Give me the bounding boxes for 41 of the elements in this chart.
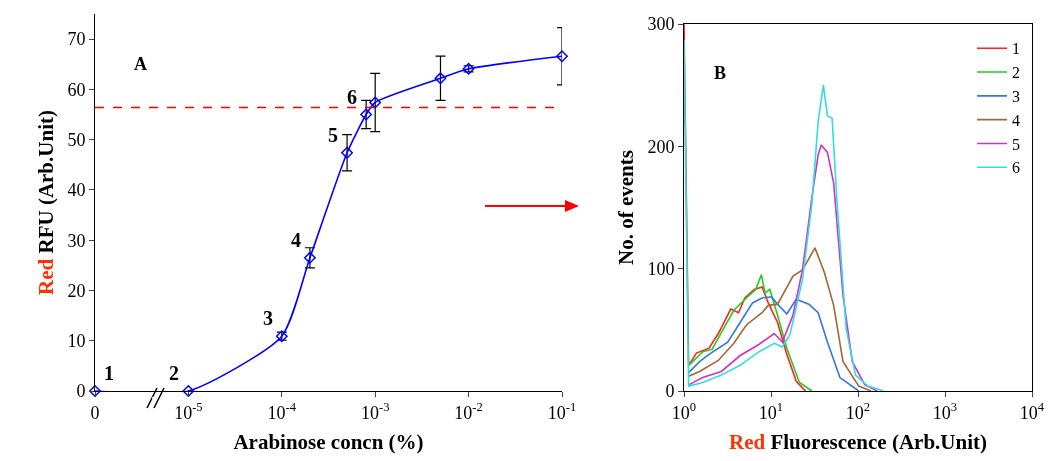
annotation: 2 xyxy=(169,362,179,384)
y-tick-label: 70 xyxy=(67,29,86,50)
legend-label: 3 xyxy=(1012,88,1021,106)
y-tick-label: 60 xyxy=(67,79,86,100)
legend-label: 5 xyxy=(1012,135,1021,153)
x-tick-label: 10$^{-2}$ xyxy=(454,400,483,423)
legend-label: 2 xyxy=(1012,64,1021,82)
x-axis-title: Arabinose concn (%) xyxy=(233,429,424,454)
y-tick-label: 40 xyxy=(67,180,86,201)
y-tick-label: 100 xyxy=(647,258,675,279)
y-tick-label: 0 xyxy=(665,381,675,402)
legend-label: 6 xyxy=(1012,159,1021,177)
annotation: 6 xyxy=(347,86,357,108)
x-tick-label: 10$^{4}$ xyxy=(1019,400,1045,423)
y-tick-label: 0 xyxy=(76,381,86,402)
x-tick-label: 10$^{-5}$ xyxy=(174,400,203,423)
y-tick-label: 200 xyxy=(647,136,675,157)
x-tick-label: 10$^{2}$ xyxy=(845,400,871,423)
x-tick-label: 10$^{-3}$ xyxy=(360,400,390,423)
annotation: 1 xyxy=(104,362,114,384)
x-tick-label: 0 xyxy=(90,402,100,423)
annotation: 4 xyxy=(291,229,301,251)
y-tick-label: 50 xyxy=(67,129,86,150)
y-tick-label: 10 xyxy=(67,331,86,352)
y-tick-label: 30 xyxy=(67,230,86,251)
x-tick-label: 10$^{-4}$ xyxy=(267,400,297,423)
annotation: 5 xyxy=(328,124,338,146)
x-tick-label: 10$^{3}$ xyxy=(932,400,958,423)
annotation: A xyxy=(134,54,147,74)
x-tick-label: 10$^{1}$ xyxy=(758,400,784,423)
x-axis-title: Red Fluorescence (Arb.Unit) xyxy=(729,429,987,454)
y-tick-label: 300 xyxy=(647,14,675,35)
annotation: 3 xyxy=(263,307,273,329)
x-tick-label: 10$^{-1}$ xyxy=(547,400,577,423)
y-axis-title: Red RFU (Arb.Unit) xyxy=(33,110,58,295)
legend-label: 4 xyxy=(1012,111,1021,129)
annotation: B xyxy=(714,63,727,83)
y-tick-label: 20 xyxy=(67,280,86,301)
x-tick-label: 10$^{0}$ xyxy=(671,400,697,423)
y-axis-title: No. of events xyxy=(613,150,638,265)
legend-label: 1 xyxy=(1012,40,1021,58)
